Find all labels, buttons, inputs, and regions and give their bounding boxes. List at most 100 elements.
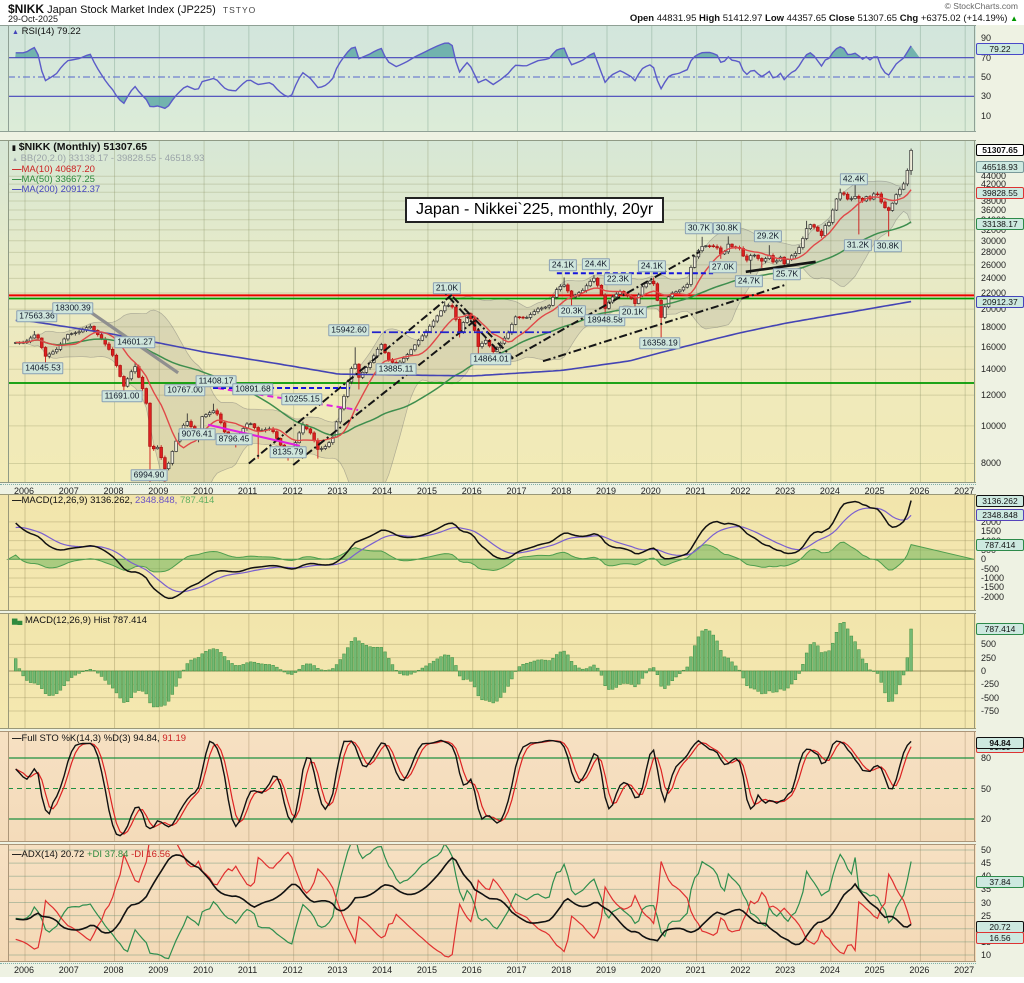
chart-date: 29-Oct-2025	[8, 14, 59, 24]
price-annotation: 14045.53	[22, 362, 64, 374]
main-axis-tick: 42000	[981, 179, 1007, 190]
price-annotation: 42.4K	[839, 173, 869, 185]
hist-axis-tick: 500	[981, 639, 997, 650]
year-label: 2014	[372, 486, 393, 496]
year-label: 2015	[416, 965, 437, 975]
symbol: $NIKK	[8, 2, 45, 16]
index-name: Japan Stock Market Index (JP225)	[47, 4, 216, 16]
year-label: 2006	[14, 486, 35, 496]
year-label: 2007	[58, 486, 79, 496]
year-label: 2027	[954, 486, 975, 496]
high-label: High	[699, 13, 721, 24]
main-axis-tick: 20000	[981, 304, 1007, 315]
main-panel-labels: ▮ $NIKK (Monthly) 51307.65 ▲ BB(20,2.0) …	[12, 142, 204, 195]
year-label: 2006	[14, 965, 35, 975]
main-axis-tick: 28000	[981, 247, 1007, 258]
price-annotation: 22.3K	[603, 273, 633, 285]
price-annotation: 17563.36	[16, 310, 58, 322]
price-annotation: 24.7K	[734, 275, 764, 287]
price-annotation: 13885.11	[375, 363, 417, 375]
price-annotation: 25.7K	[772, 268, 802, 280]
hist-axis-tick: -500	[981, 692, 1000, 703]
year-label: 2009	[148, 965, 169, 975]
rsi-axis-tick: 90	[981, 33, 992, 44]
main-axis-tick: 22000	[981, 288, 1007, 299]
adx-axis-tick: 45	[981, 858, 992, 869]
price-annotation: 10255.15	[281, 393, 323, 405]
quote-line: Open 44831.95 High 51412.97 Low 44357.65…	[630, 13, 1018, 24]
adx-axis-tick: 50	[981, 845, 992, 855]
rsi-panel	[0, 25, 976, 132]
price-annotation: 30.7K	[684, 222, 714, 234]
price-annotation: 11691.00	[101, 390, 143, 402]
year-label: 2010	[193, 965, 214, 975]
axis-callout: 33138.17	[976, 218, 1024, 231]
rsi-icon: ▲	[12, 29, 19, 36]
main-axis-tick: 44000	[981, 171, 1007, 182]
main-axis-tick: 8000	[981, 458, 1002, 469]
year-label: 2017	[506, 486, 527, 496]
price-annotation: 10891.68	[232, 383, 274, 395]
copyright: © StockCharts.com	[944, 1, 1018, 11]
ma10-line-icon: —	[12, 164, 22, 175]
main-axis-tick: 24000	[981, 273, 1007, 284]
year-label: 2013	[327, 486, 348, 496]
title-line: $NIKK Japan Stock Market Index (JP225) T…	[8, 2, 256, 16]
main-axis-tick: 18000	[981, 321, 1007, 332]
year-label: 2013	[327, 965, 348, 975]
hist-panel	[0, 613, 976, 729]
year-label: 2011	[237, 486, 258, 496]
exchange: TSTYO	[222, 5, 257, 15]
axis-callout: 79.22	[976, 42, 1024, 55]
year-label: 2021	[685, 965, 706, 975]
hist-axis-tick: -250	[981, 679, 1000, 690]
year-label: 2021	[685, 486, 706, 496]
year-label: 2016	[461, 965, 482, 975]
year-label: 2017	[506, 965, 527, 975]
price-annotation: 24.1K	[548, 259, 578, 271]
chg-value: +6375.02 (+14.19%)	[920, 13, 1008, 24]
macd-panel	[0, 494, 976, 611]
year-label: 2012	[282, 965, 303, 975]
sto-axis-tick: 20	[981, 814, 992, 824]
year-label: 2011	[237, 965, 258, 975]
ma10-label: —MA(10) 40687.20	[12, 164, 95, 175]
candlestick-icon: ▮	[12, 145, 16, 152]
price-annotation: 8796.45	[215, 433, 253, 445]
price-annotation: 15942.60	[328, 324, 370, 336]
chg-label: Chg	[899, 13, 919, 24]
rsi-axis-tick: 10	[981, 110, 992, 121]
ma200-line-icon: —	[12, 184, 22, 195]
x-axis-middle: 2006 2007 2008 2009 2010 2011 2012 2013 2014 2015…	[0, 484, 976, 496]
low-label: Low	[765, 13, 785, 24]
year-label: 2019	[596, 486, 617, 496]
price-annotation: 16358.19	[639, 337, 681, 349]
rsi-axis-tick: 50	[981, 72, 992, 82]
axis-callout: 39828.55	[976, 187, 1024, 200]
bb-icon: ▲	[12, 157, 18, 163]
year-label: 2018	[551, 486, 572, 496]
year-label: 2007	[58, 965, 79, 975]
adx-axis-tick: 10	[981, 950, 992, 960]
price-annotation: 9076.41	[178, 428, 216, 440]
year-label: 2008	[103, 486, 124, 496]
main-axis-tick: 14000	[981, 364, 1007, 375]
macd-axis-tick: 0	[981, 554, 987, 565]
price-annotation: 6994.90	[130, 469, 168, 481]
macd-line-icon: —	[12, 495, 22, 506]
adx-axis-tick: 30	[981, 897, 992, 908]
axis-callout: 20912.37	[976, 295, 1024, 308]
adx-axis-tick: 35	[981, 884, 992, 895]
axis-callout: 46518.93	[976, 160, 1024, 173]
adx-line-icon: —	[12, 849, 22, 860]
close-value: 51307.65	[857, 13, 898, 24]
price-annotation: 30.8K	[873, 240, 903, 252]
main-axis-tick: 30000	[981, 235, 1007, 246]
year-label: 2012	[282, 486, 303, 496]
price-annotation: 21.0K	[432, 282, 462, 294]
year-label: 2018	[551, 965, 572, 975]
main-axis-tick: 12000	[981, 390, 1007, 401]
price-annotation: 24.1K	[637, 260, 667, 272]
year-label: 2026	[909, 486, 930, 496]
open-label: Open	[629, 13, 655, 24]
